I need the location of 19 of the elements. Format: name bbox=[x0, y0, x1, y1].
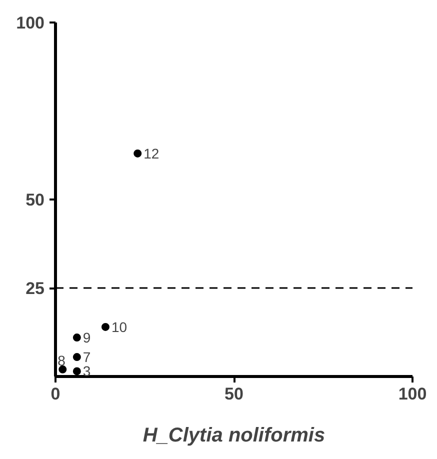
y-tick-label: 100 bbox=[16, 14, 45, 32]
point bbox=[72, 334, 81, 342]
point bbox=[72, 353, 81, 362]
point bbox=[134, 149, 142, 158]
annotation: 12 bbox=[144, 145, 160, 162]
annotation: 9 bbox=[82, 330, 91, 346]
point bbox=[58, 365, 67, 374]
point bbox=[101, 322, 110, 331]
x-axis-title: H_Clytia noliformis bbox=[142, 424, 326, 446]
annotation: 10 bbox=[111, 318, 128, 335]
y-tick-label: 25 bbox=[26, 279, 45, 298]
y-tick-label: 50 bbox=[26, 190, 45, 210]
x-tick-label: 0 bbox=[50, 384, 60, 404]
x-tick-label: 100 bbox=[398, 384, 427, 404]
x-tick-label: 50 bbox=[224, 384, 244, 404]
annotation: 7 bbox=[82, 349, 91, 366]
annotation: 3 bbox=[82, 363, 91, 380]
annotation: 8 bbox=[58, 352, 66, 368]
point bbox=[72, 367, 81, 376]
